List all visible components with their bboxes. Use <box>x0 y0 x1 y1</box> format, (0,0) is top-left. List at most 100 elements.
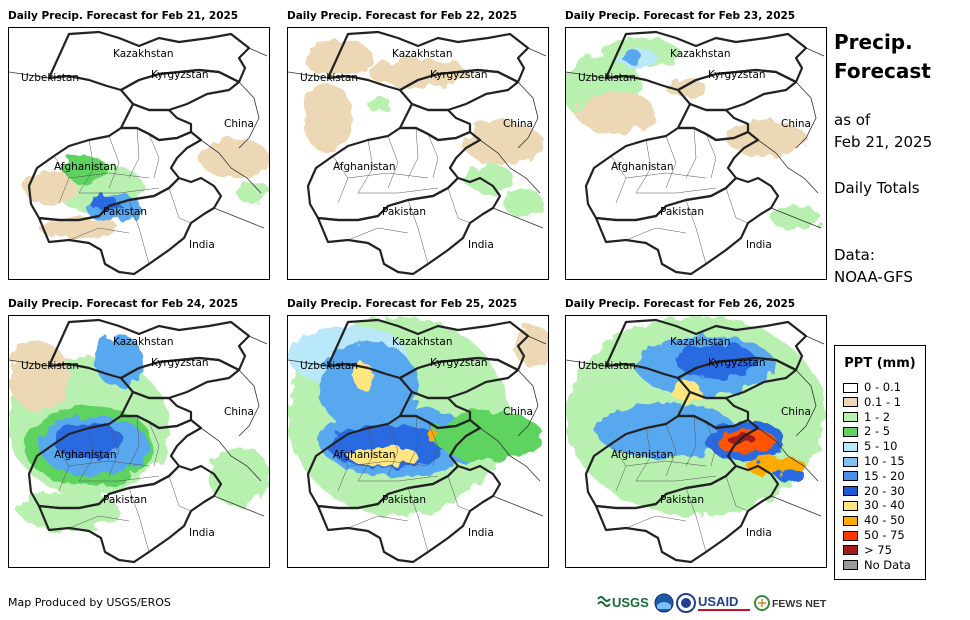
label-kazakhstan: Kazakhstan <box>113 48 174 60</box>
map-svg <box>566 316 826 564</box>
panel-title: Daily Precip. Forecast for Feb 24, 2025 <box>8 298 239 310</box>
svg-text:USGS: USGS <box>612 595 649 610</box>
panel-feb22: Daily Precip. Forecast for Feb 22, 2025 K… <box>287 10 549 280</box>
label-china: China <box>224 406 254 418</box>
precip-area <box>671 381 701 401</box>
precip-area <box>348 446 418 466</box>
precip-area <box>463 164 513 192</box>
label-india: India <box>468 239 494 251</box>
daily-totals-text: Daily Totals <box>834 179 920 197</box>
country-borders <box>27 30 251 276</box>
precip-area <box>463 121 543 165</box>
precip-area <box>366 95 390 111</box>
label-afghanistan: Afghanistan <box>611 449 674 461</box>
panel-title: Daily Precip. Forecast for Feb 21, 2025 <box>8 10 239 22</box>
precip-area <box>90 195 118 211</box>
legend-swatch <box>843 426 858 437</box>
legend-item: 40 - 50 <box>843 514 905 527</box>
label-china: China <box>503 406 533 418</box>
doc-logo <box>676 590 696 616</box>
panel-feb21: Daily Precip. Forecast for Feb 21, 2025 K… <box>8 10 270 280</box>
label-pakistan: Pakistan <box>660 494 704 506</box>
precip-area <box>39 218 119 238</box>
label-india: India <box>189 239 215 251</box>
data-source: NOAA-GFS <box>834 268 913 286</box>
precip-area <box>236 183 269 203</box>
legend-label: 50 - 75 <box>864 528 905 542</box>
as-of-label: as of <box>834 111 871 129</box>
legend-label: 20 - 30 <box>864 483 905 498</box>
title-line-2: Forecast <box>834 59 931 83</box>
legend-item: 15 - 20 <box>843 468 905 483</box>
legend-swatch <box>843 545 858 556</box>
precip-map: Kazakhstan Uzbekistan Kyrgyzstan China Afgha… <box>565 27 827 280</box>
title-line-1: Precip. <box>834 30 913 54</box>
legend-swatch <box>843 382 858 393</box>
precip-map: Kazakhstan Uzbekistan Kyrgyzstan China Afgha… <box>8 27 270 280</box>
legend-item: 0.1 - 1 <box>843 394 902 409</box>
legend-item: 5 - 10 <box>843 440 897 453</box>
precip-area <box>54 423 124 459</box>
legend-label: 0.1 - 1 <box>864 394 902 409</box>
precip-field <box>566 38 821 230</box>
label-china: China <box>781 118 811 130</box>
legend-label: > 75 <box>864 542 892 557</box>
legend-item: 10 - 15 <box>843 455 905 468</box>
fewsnet-logo: FEWS NET <box>754 590 828 616</box>
label-kyrgyzstan: Kyrgyzstan <box>430 69 488 81</box>
legend-swatch <box>843 441 858 452</box>
precip-area <box>576 93 656 133</box>
as-of-text: as of Feb 21, 2025 <box>834 109 932 153</box>
legend-swatch <box>843 471 858 482</box>
precip-area <box>513 326 548 366</box>
panel-title: Daily Precip. Forecast for Feb 23, 2025 <box>565 10 796 22</box>
label-india: India <box>746 239 772 251</box>
province-lines <box>610 415 749 553</box>
sidebar-title: Precip. Forecast <box>834 28 931 86</box>
label-pakistan: Pakistan <box>382 494 426 506</box>
province-lines <box>332 415 471 553</box>
legend-item: 20 - 30 <box>843 483 905 498</box>
legend-swatch <box>843 515 858 526</box>
map-svg <box>566 30 825 276</box>
precip-area <box>303 83 353 153</box>
svg-text:USAID: USAID <box>698 594 738 609</box>
legend-label: 2 - 5 <box>864 424 891 439</box>
precip-area <box>9 341 69 411</box>
legend-item: 0 - 0.1 <box>843 381 901 394</box>
legend-item: 2 - 5 <box>843 425 890 438</box>
panel-feb23: Daily Precip. Forecast for Feb 23, 2025 K… <box>565 10 827 280</box>
label-afghanistan: Afghanistan <box>611 161 674 173</box>
panel-feb25: Daily Precip. Forecast for Feb 25, 2025 K… <box>287 298 549 568</box>
province-lines <box>610 127 749 265</box>
legend-swatch <box>843 486 858 497</box>
label-pakistan: Pakistan <box>103 494 147 506</box>
svg-text:FEWS NET: FEWS NET <box>772 598 827 610</box>
legend-swatch <box>843 412 858 423</box>
label-pakistan: Pakistan <box>103 206 147 218</box>
usaid-logo: USAID <box>698 590 752 616</box>
label-china: China <box>224 118 254 130</box>
label-kazakhstan: Kazakhstan <box>670 336 731 348</box>
precip-area <box>19 491 119 531</box>
precip-area <box>666 78 706 98</box>
label-afghanistan: Afghanistan <box>333 161 396 173</box>
data-source-text: Data: NOAA-GFS <box>834 244 913 288</box>
label-india: India <box>746 527 772 539</box>
map-svg <box>9 30 269 276</box>
country-borders <box>27 318 251 564</box>
footer-credit: Map Produced by USGS/EROS <box>8 596 171 609</box>
precip-map: Kazakhstan Uzbekistan Kyrgyzstan China Afgha… <box>565 315 827 568</box>
label-pakistan: Pakistan <box>660 206 704 218</box>
label-uzbekistan: Uzbekistan <box>578 72 636 84</box>
label-kyrgyzstan: Kyrgyzstan <box>708 69 766 81</box>
label-kyrgyzstan: Kyrgyzstan <box>151 69 209 81</box>
data-label: Data: <box>834 246 875 264</box>
label-india: India <box>468 527 494 539</box>
label-china: China <box>503 118 533 130</box>
label-uzbekistan: Uzbekistan <box>300 72 358 84</box>
precip-field <box>24 138 269 238</box>
legend-label: 0 - 0.1 <box>864 380 902 394</box>
legend-item: No Data <box>843 558 911 572</box>
legend-label: 15 - 20 <box>864 468 905 483</box>
